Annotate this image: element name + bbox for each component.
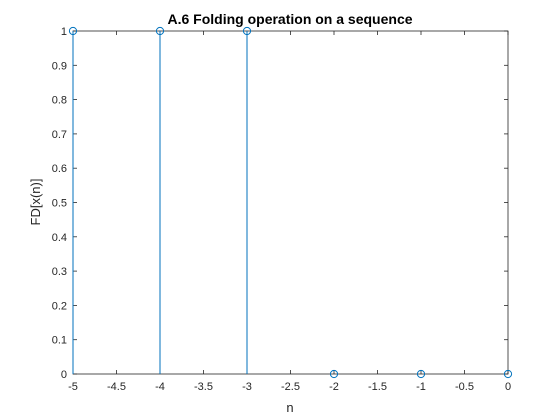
y-tick-label: 0.4 (52, 232, 67, 244)
x-tick-label: -4.5 (107, 381, 126, 393)
x-tick-label: -5 (68, 381, 78, 393)
y-tick-label: 0.8 (52, 95, 67, 107)
y-tick-label: 0.5 (52, 198, 67, 210)
x-tick-label: -2 (329, 381, 339, 393)
stem-marker (242, 26, 252, 36)
stem-marker (416, 369, 426, 379)
y-tick-label: 0.1 (52, 335, 67, 347)
x-tick-label: 0 (505, 381, 511, 393)
stem-marker (329, 369, 339, 379)
x-tick-label: -3.5 (194, 381, 213, 393)
stem-marker (68, 26, 78, 36)
y-tick-label: 1 (61, 26, 67, 38)
y-tick-label: 0.7 (52, 129, 67, 141)
x-tick-label: -1.5 (368, 381, 387, 393)
y-axis-label: FD[x(n)] (28, 179, 43, 226)
stem-marker (503, 369, 513, 379)
x-tick-label: -0.5 (455, 381, 474, 393)
x-tick-label: -4 (155, 381, 165, 393)
plot-area: -5 -4.5 -4 -3.5 -3 -2.5 -2 -1.5 -1 -0.5 0 0 0.1 0.2 0.… (52, 26, 513, 393)
y-tick-label: 0.3 (52, 266, 67, 278)
x-tick-label: -2.5 (281, 381, 300, 393)
y-tick-label: 0.6 (52, 163, 67, 175)
x-tick-label: -3 (242, 381, 252, 393)
stem-marker (155, 26, 165, 36)
y-tick-label: 0 (61, 369, 67, 381)
y-tick-label: 0.9 (52, 60, 67, 72)
y-tick-label: 0.2 (52, 300, 67, 312)
chart-title: A.6 Folding operation on a sequence (167, 11, 412, 27)
x-tick-label: -1 (416, 381, 426, 393)
x-axis-label: n (286, 400, 293, 415)
